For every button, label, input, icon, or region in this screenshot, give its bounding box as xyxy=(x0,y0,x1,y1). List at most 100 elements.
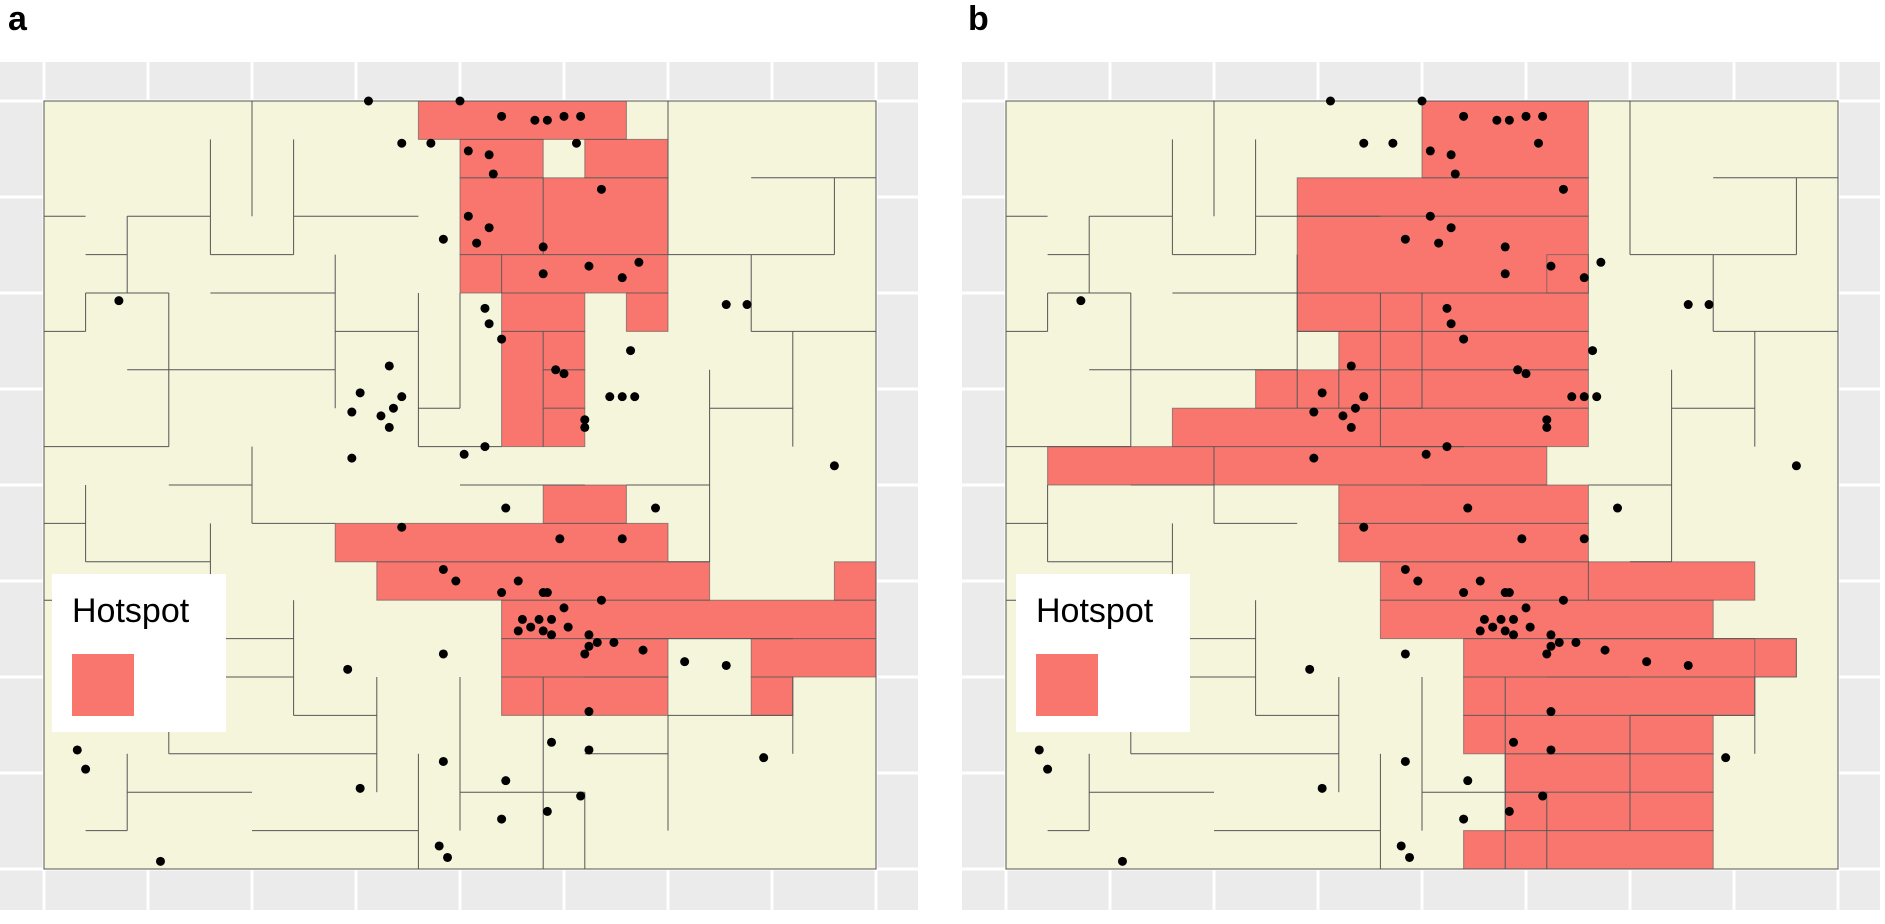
event-point xyxy=(484,319,494,329)
hotspot-cell xyxy=(501,254,668,293)
event-point xyxy=(721,300,731,310)
hotspot-cell xyxy=(1047,446,1547,485)
event-point xyxy=(1450,169,1460,179)
event-point xyxy=(563,622,573,632)
event-point xyxy=(1513,365,1523,375)
event-point xyxy=(1554,637,1564,647)
event-point xyxy=(1043,764,1053,774)
event-point xyxy=(721,660,731,670)
event-point xyxy=(1571,637,1581,647)
event-point xyxy=(1400,234,1410,244)
event-point xyxy=(438,564,448,574)
event-point xyxy=(355,783,365,793)
event-point xyxy=(497,588,507,598)
event-point xyxy=(580,649,590,659)
event-point xyxy=(1509,737,1519,747)
event-point xyxy=(497,334,507,344)
event-point xyxy=(1579,534,1589,544)
event-point xyxy=(1542,649,1552,659)
event-point xyxy=(1500,269,1510,279)
event-point xyxy=(1500,626,1510,636)
hotspot-cell xyxy=(543,485,627,524)
event-point xyxy=(1546,641,1556,651)
hotspot-cell xyxy=(1588,561,1755,601)
event-point xyxy=(1600,645,1610,655)
event-point xyxy=(584,641,594,651)
event-point xyxy=(1446,223,1456,233)
event-point xyxy=(617,534,627,544)
event-point xyxy=(1558,595,1568,605)
hotspot-cell xyxy=(751,677,793,716)
event-point xyxy=(434,841,444,851)
event-point xyxy=(513,626,523,636)
hotspot-outline xyxy=(584,138,669,179)
event-point xyxy=(347,453,357,463)
hotspot-cell xyxy=(501,331,544,447)
event-point xyxy=(651,503,661,513)
legend-title: Hotspot xyxy=(72,592,190,630)
event-point xyxy=(1504,588,1514,598)
event-point xyxy=(438,234,448,244)
event-point xyxy=(1521,603,1531,613)
hotspot-cell xyxy=(1505,792,1714,831)
event-point xyxy=(542,806,552,816)
event-point xyxy=(638,645,648,655)
event-point xyxy=(1533,138,1543,148)
event-point xyxy=(1683,300,1693,310)
event-point xyxy=(605,392,615,402)
event-point xyxy=(1613,503,1623,513)
event-point xyxy=(463,146,473,156)
event-point xyxy=(426,138,436,148)
event-point xyxy=(1492,115,1502,125)
hotspot-cell xyxy=(1297,216,1589,293)
event-point xyxy=(1325,96,1335,106)
event-point xyxy=(1496,614,1506,624)
hotspot-cell xyxy=(834,561,876,601)
event-point xyxy=(459,449,469,459)
event-point xyxy=(1425,146,1435,156)
hotspot-cell xyxy=(626,293,668,332)
event-point xyxy=(1442,303,1452,313)
event-point xyxy=(596,184,606,194)
hotspot-cell xyxy=(1297,293,1589,332)
hotspot-cell xyxy=(1422,101,1589,178)
event-point xyxy=(347,407,357,417)
hotspot-cell xyxy=(501,293,585,332)
event-point xyxy=(1546,745,1556,755)
hotspot-cell xyxy=(1297,177,1589,217)
hotspot-cell xyxy=(1754,638,1797,677)
event-point xyxy=(397,522,407,532)
event-point xyxy=(530,115,540,125)
panel-b-label: b xyxy=(968,0,989,38)
event-point xyxy=(584,261,594,271)
event-point xyxy=(1359,522,1369,532)
event-point xyxy=(451,576,461,586)
event-point xyxy=(397,138,407,148)
event-point xyxy=(1388,138,1398,148)
event-point xyxy=(1509,614,1519,624)
event-point xyxy=(609,637,619,647)
event-point xyxy=(1459,588,1469,598)
map-panel-b: Hotspot xyxy=(962,62,1880,910)
event-point xyxy=(1417,96,1427,106)
event-point xyxy=(1305,664,1315,674)
event-point xyxy=(1704,300,1714,310)
event-point xyxy=(438,649,448,659)
event-point xyxy=(1463,776,1473,786)
event-point xyxy=(1459,111,1469,121)
event-point xyxy=(438,756,448,766)
event-point xyxy=(1463,503,1473,513)
event-point xyxy=(555,534,565,544)
event-point xyxy=(1400,564,1410,574)
event-point xyxy=(1317,388,1327,398)
event-point xyxy=(480,442,490,452)
event-point xyxy=(1475,576,1485,586)
event-point xyxy=(472,238,482,248)
event-point xyxy=(463,211,473,221)
event-point xyxy=(1076,296,1086,306)
event-point xyxy=(1421,449,1431,459)
panel-a-label: a xyxy=(8,0,27,38)
event-point xyxy=(72,745,82,755)
event-point xyxy=(497,814,507,824)
event-point xyxy=(1442,442,1452,452)
